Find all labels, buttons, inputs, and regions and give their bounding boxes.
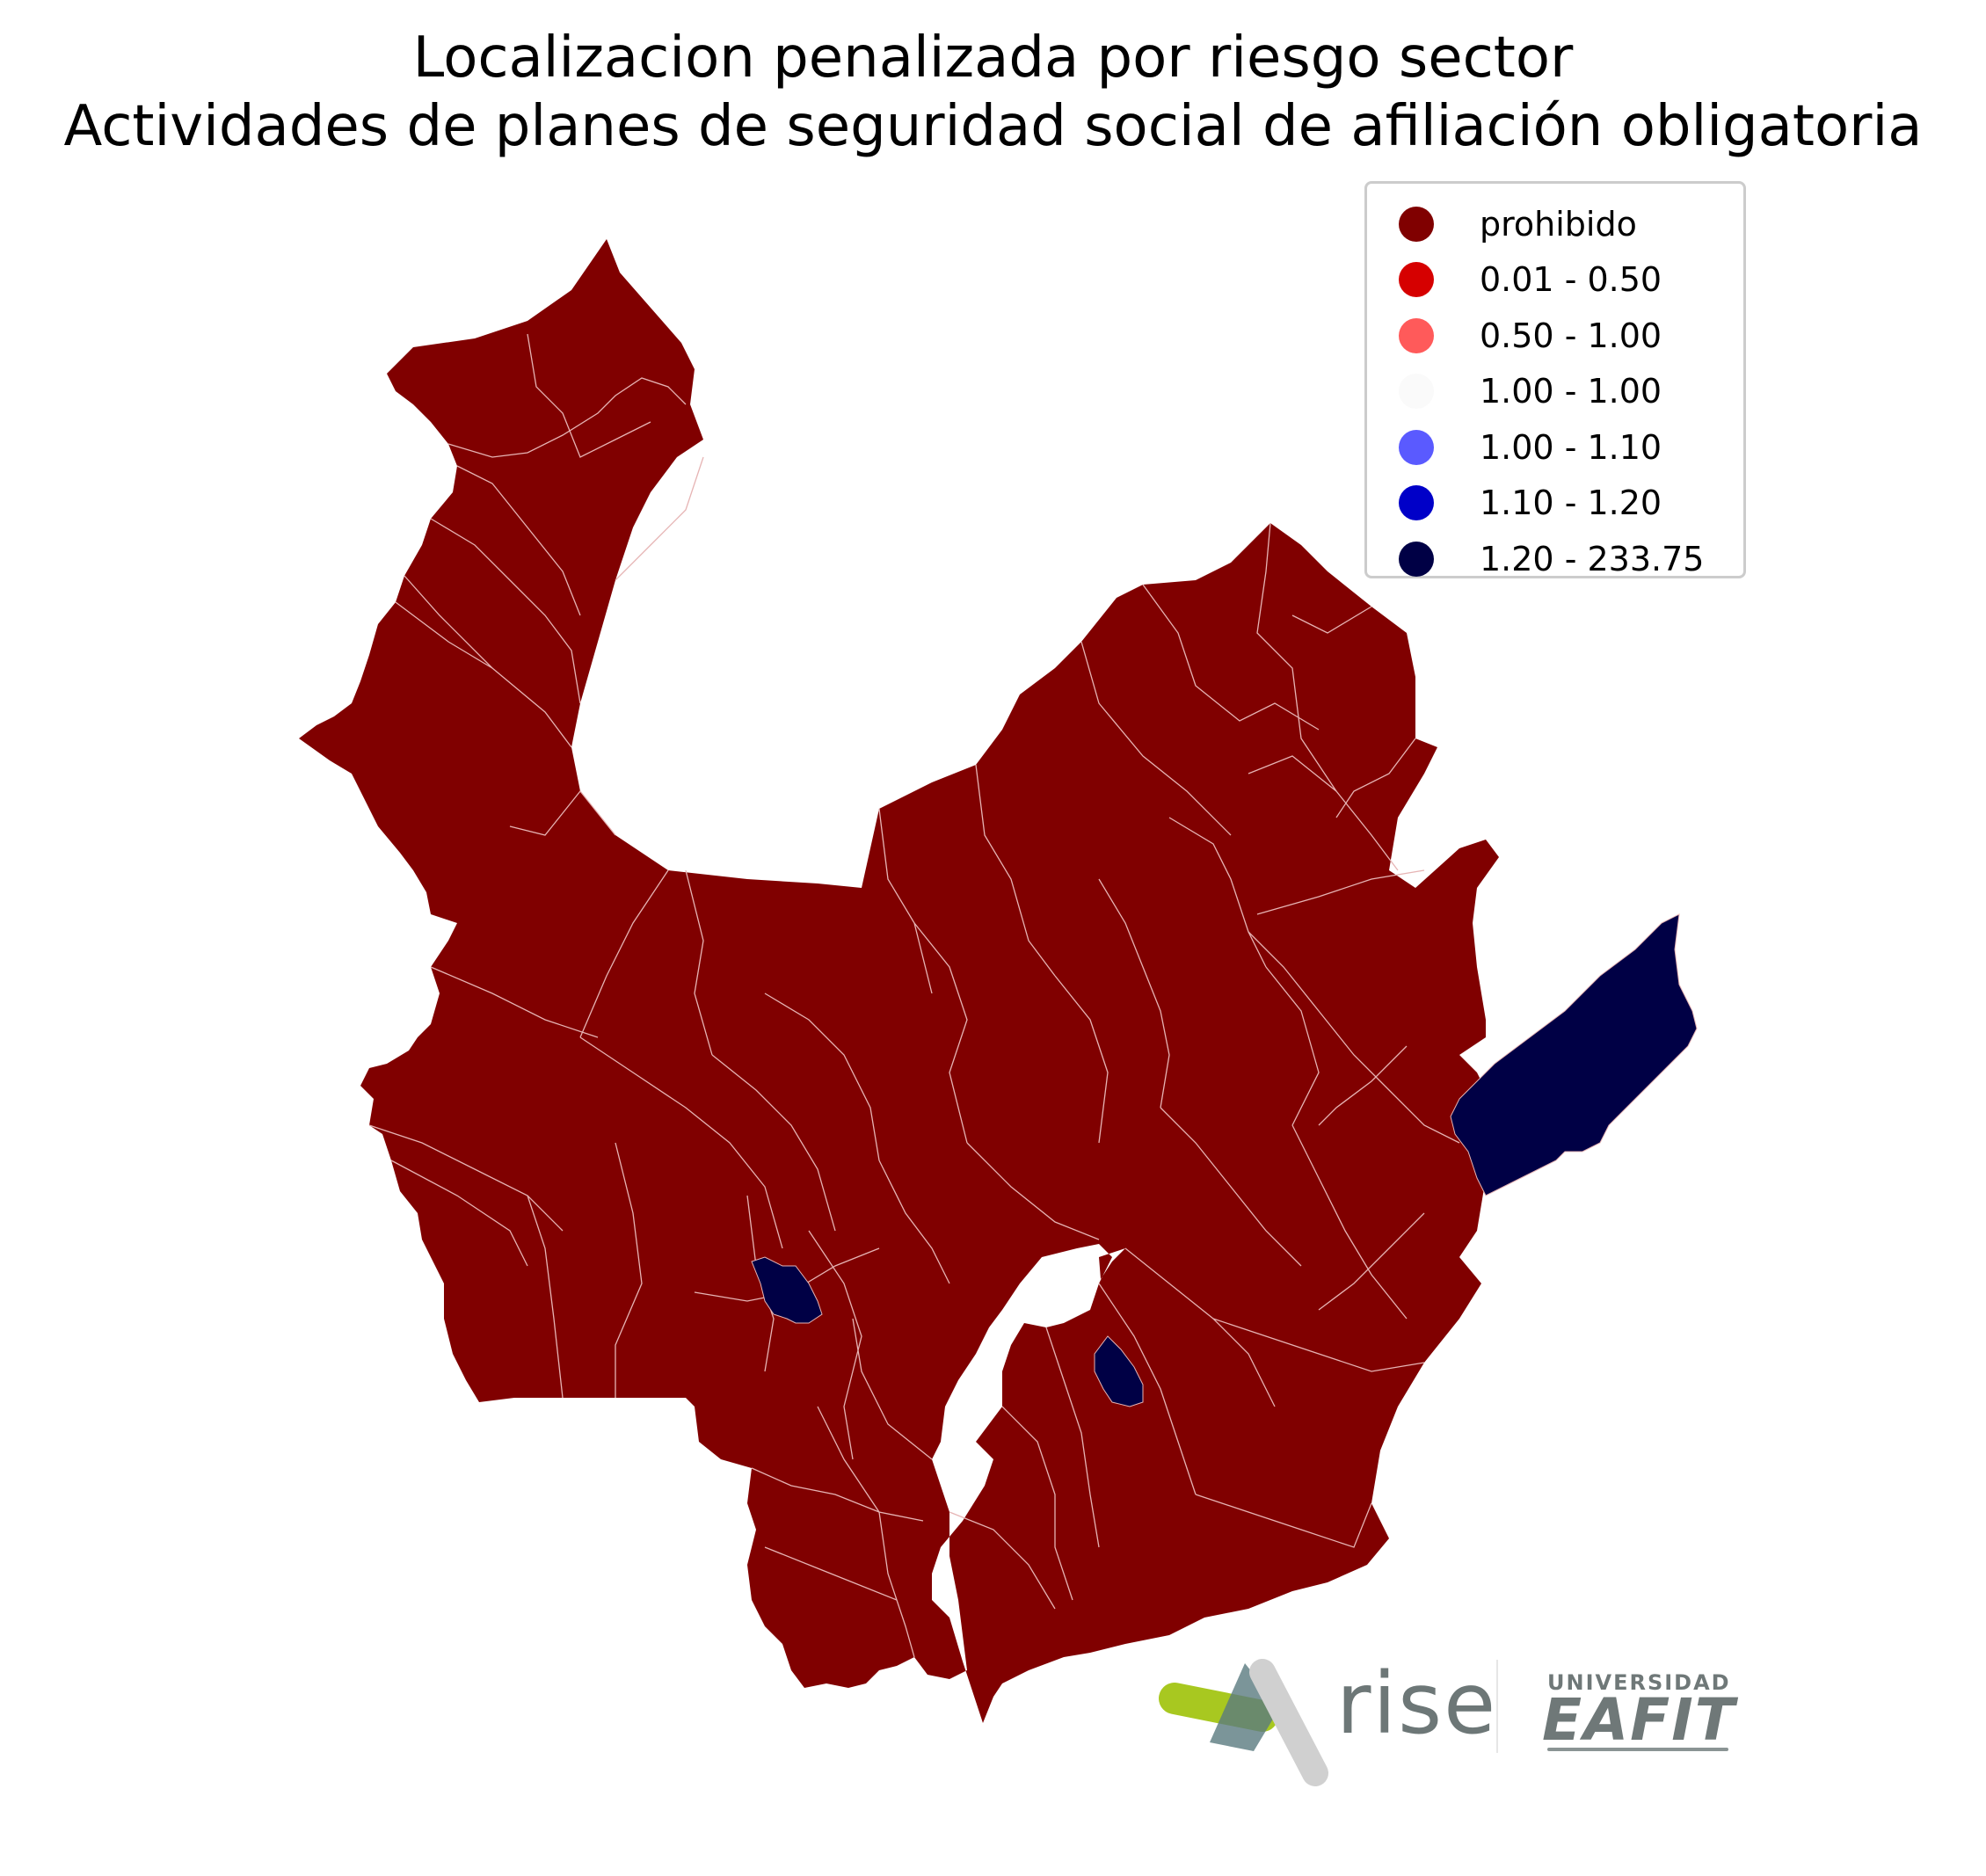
rise-logo-text: rise <box>1336 1654 1498 1753</box>
legend-swatch <box>1399 317 1434 353</box>
legend-label: prohibido <box>1480 204 1637 244</box>
legend-label: 1.00 - 1.00 <box>1480 372 1662 411</box>
legend-swatch <box>1399 541 1434 577</box>
eafit-logo-underline <box>1547 1748 1728 1751</box>
legend-item: 0.01 - 0.50 <box>1399 252 1743 309</box>
legend-swatch <box>1399 485 1434 521</box>
legend-item: 1.10 - 1.20 <box>1399 476 1743 532</box>
map-title-line-2: Actividades de planes de seguridad socia… <box>63 94 1923 159</box>
logo-divider <box>1496 1660 1498 1753</box>
eafit-logo-main-text: EAFIT <box>1542 1686 1736 1754</box>
legend-label: 0.50 - 1.00 <box>1480 316 1662 355</box>
legend-swatch <box>1399 206 1434 242</box>
legend-swatch <box>1399 429 1434 465</box>
map-legend: prohibido 0.01 - 0.50 0.50 - 1.00 1.00 - 1.… <box>1364 181 1746 578</box>
region-highlight-west <box>751 1256 823 1324</box>
region-highlight-central <box>1094 1335 1144 1407</box>
legend-label: 1.10 - 1.20 <box>1480 484 1662 523</box>
map-title-line-1: Localizacion penalizada por riesgo secto… <box>412 25 1574 91</box>
legend-label: 1.00 - 1.10 <box>1480 427 1662 467</box>
legend-item: 0.50 - 1.00 <box>1399 308 1743 364</box>
legend-item: 1.00 - 1.10 <box>1399 419 1743 476</box>
municipality-borders <box>368 333 1460 1658</box>
legend-item: prohibido <box>1399 196 1743 252</box>
legend-label: 1.20 - 233.75 <box>1480 539 1705 578</box>
legend-label: 0.01 - 0.50 <box>1480 260 1662 300</box>
region-main <box>299 239 1512 1723</box>
legend-swatch <box>1399 262 1434 298</box>
region-highlight-east <box>1450 913 1698 1196</box>
legend-item: 1.00 - 1.00 <box>1399 364 1743 420</box>
eafit-logo-top-text: UNIVERSIDAD <box>1547 1670 1731 1695</box>
legend-item: 1.20 - 233.75 <box>1399 531 1743 587</box>
rise-logo-mark <box>1159 1659 1328 1786</box>
legend-swatch <box>1399 374 1434 410</box>
